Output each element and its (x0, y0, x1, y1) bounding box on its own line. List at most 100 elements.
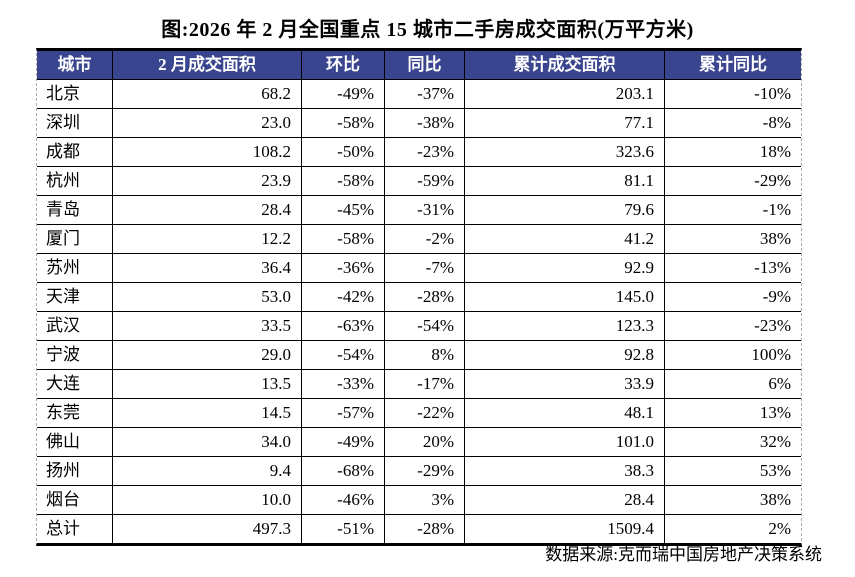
mom-cell: -36% (302, 254, 385, 283)
yoy-cell: -7% (385, 254, 465, 283)
city-cell: 杭州 (37, 167, 113, 196)
mom-cell: -42% (302, 283, 385, 312)
mom-cell: -46% (302, 486, 385, 515)
mom-cell: -50% (302, 138, 385, 167)
cumulative-yoy-cell: 38% (665, 225, 801, 254)
mom-cell: -63% (302, 312, 385, 341)
cumulative-yoy-cell: -1% (665, 196, 801, 225)
cumulative-area-cell: 79.6 (465, 196, 665, 225)
yoy-cell: -37% (385, 80, 465, 109)
table-header-row: 城市 2 月成交面积 环比 同比 累计成交面积 累计同比 (37, 51, 801, 80)
yoy-cell: -54% (385, 312, 465, 341)
cumulative-yoy-cell: 53% (665, 457, 801, 486)
table-row: 东莞 14.5 -57% -22% 48.1 13% (37, 399, 801, 428)
city-cell: 苏州 (37, 254, 113, 283)
cumulative-area-cell: 41.2 (465, 225, 665, 254)
city-cell: 佛山 (37, 428, 113, 457)
feb-area-cell: 23.9 (113, 167, 302, 196)
cumulative-area-cell: 28.4 (465, 486, 665, 515)
city-cell: 东莞 (37, 399, 113, 428)
mom-cell: -54% (302, 341, 385, 370)
table-row: 北京 68.2 -49% -37% 203.1 -10% (37, 80, 801, 109)
table-row: 厦门 12.2 -58% -2% 41.2 38% (37, 225, 801, 254)
yoy-cell: -28% (385, 515, 465, 543)
city-cell: 天津 (37, 283, 113, 312)
table-row: 扬州 9.4 -68% -29% 38.3 53% (37, 457, 801, 486)
cumulative-area-cell: 101.0 (465, 428, 665, 457)
yoy-cell: -31% (385, 196, 465, 225)
yoy-cell: 3% (385, 486, 465, 515)
table-row: 苏州 36.4 -36% -7% 92.9 -13% (37, 254, 801, 283)
city-cell: 成都 (37, 138, 113, 167)
feb-area-cell: 29.0 (113, 341, 302, 370)
mom-cell: -45% (302, 196, 385, 225)
column-header-mom: 环比 (302, 51, 385, 80)
cumulative-area-cell: 81.1 (465, 167, 665, 196)
feb-area-cell: 108.2 (113, 138, 302, 167)
mom-cell: -58% (302, 167, 385, 196)
feb-area-cell: 10.0 (113, 486, 302, 515)
cumulative-yoy-cell: 38% (665, 486, 801, 515)
feb-area-cell: 23.0 (113, 109, 302, 138)
table-row: 佛山 34.0 -49% 20% 101.0 32% (37, 428, 801, 457)
mom-cell: -33% (302, 370, 385, 399)
feb-area-cell: 13.5 (113, 370, 302, 399)
page-title: 图:2026 年 2 月全国重点 15 城市二手房成交面积(万平方米) (161, 19, 694, 41)
city-cell: 厦门 (37, 225, 113, 254)
mom-cell: -49% (302, 428, 385, 457)
cumulative-yoy-cell: 13% (665, 399, 801, 428)
cumulative-area-cell: 203.1 (465, 80, 665, 109)
city-cell: 宁波 (37, 341, 113, 370)
yoy-cell: -38% (385, 109, 465, 138)
yoy-cell: -17% (385, 370, 465, 399)
yoy-cell: -59% (385, 167, 465, 196)
cumulative-area-cell: 77.1 (465, 109, 665, 138)
yoy-cell: -22% (385, 399, 465, 428)
column-header-feb-area: 2 月成交面积 (113, 51, 302, 80)
mom-cell: -57% (302, 399, 385, 428)
mom-cell: -58% (302, 109, 385, 138)
yoy-cell: -23% (385, 138, 465, 167)
cumulative-yoy-cell: 100% (665, 341, 801, 370)
table-row: 大连 13.5 -33% -17% 33.9 6% (37, 370, 801, 399)
column-header-city: 城市 (37, 51, 113, 80)
mom-cell: -68% (302, 457, 385, 486)
cumulative-yoy-cell: -10% (665, 80, 801, 109)
cumulative-area-cell: 38.3 (465, 457, 665, 486)
table-header: 城市 2 月成交面积 环比 同比 累计成交面积 累计同比 (37, 51, 801, 80)
data-source-note: 数据来源:克而瑞中国房地产决策系统 (545, 545, 822, 564)
table-row: 烟台 10.0 -46% 3% 28.4 38% (37, 486, 801, 515)
yoy-cell: -2% (385, 225, 465, 254)
cumulative-area-cell: 145.0 (465, 283, 665, 312)
cumulative-yoy-cell: -8% (665, 109, 801, 138)
yoy-cell: 20% (385, 428, 465, 457)
yoy-cell: 8% (385, 341, 465, 370)
city-cell: 大连 (37, 370, 113, 399)
cumulative-yoy-cell: 32% (665, 428, 801, 457)
feb-area-cell: 53.0 (113, 283, 302, 312)
cumulative-yoy-cell: -23% (665, 312, 801, 341)
city-transactions-table: 城市 2 月成交面积 环比 同比 累计成交面积 累计同比 北京 68.2 -49… (36, 48, 802, 546)
feb-area-cell: 9.4 (113, 457, 302, 486)
cumulative-area-cell: 123.3 (465, 312, 665, 341)
table-row: 总计 497.3 -51% -28% 1509.4 2% (37, 515, 801, 543)
cumulative-area-cell: 92.9 (465, 254, 665, 283)
cumulative-area-cell: 92.8 (465, 341, 665, 370)
table-row: 天津 53.0 -42% -28% 145.0 -9% (37, 283, 801, 312)
table-body: 北京 68.2 -49% -37% 203.1 -10% 深圳 23.0 -58… (37, 80, 801, 543)
mom-cell: -51% (302, 515, 385, 543)
table-row: 杭州 23.9 -58% -59% 81.1 -29% (37, 167, 801, 196)
mom-cell: -49% (302, 80, 385, 109)
feb-area-cell: 68.2 (113, 80, 302, 109)
table-row: 武汉 33.5 -63% -54% 123.3 -23% (37, 312, 801, 341)
cumulative-yoy-cell: -9% (665, 283, 801, 312)
feb-area-cell: 28.4 (113, 196, 302, 225)
city-cell: 青岛 (37, 196, 113, 225)
column-header-yoy: 同比 (385, 51, 465, 80)
column-header-cumulative-area: 累计成交面积 (465, 51, 665, 80)
cumulative-yoy-cell: 18% (665, 138, 801, 167)
table-row: 宁波 29.0 -54% 8% 92.8 100% (37, 341, 801, 370)
table-row: 青岛 28.4 -45% -31% 79.6 -1% (37, 196, 801, 225)
data-table-container: 城市 2 月成交面积 环比 同比 累计成交面积 累计同比 北京 68.2 -49… (36, 48, 802, 546)
cumulative-yoy-cell: -13% (665, 254, 801, 283)
